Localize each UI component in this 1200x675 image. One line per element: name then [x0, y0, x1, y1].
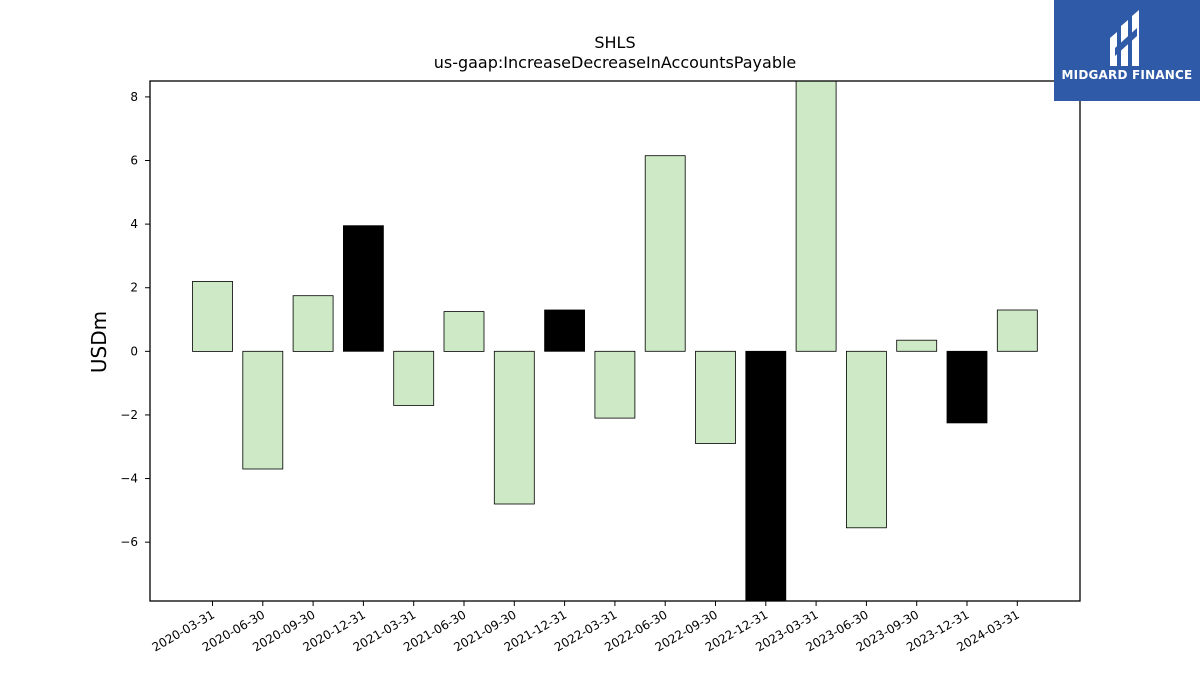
y-tick-label: 2	[130, 281, 138, 295]
y-axis-label: USDm	[87, 311, 111, 373]
y-tick-label: 4	[130, 217, 138, 231]
y-tick-label: 0	[130, 344, 138, 358]
x-ticks-group: 2020-03-312020-06-302020-09-302020-12-31…	[150, 601, 1022, 654]
bar-2020-09-30	[292, 295, 334, 352]
y-tick-label: −4	[120, 472, 138, 486]
bar-2022-09-30	[695, 350, 736, 444]
chart-title: SHLS	[594, 33, 635, 52]
bar-2021-03-31	[393, 350, 435, 406]
bar-2023-03-31	[795, 80, 837, 352]
bars-group	[192, 80, 1038, 602]
y-ticks-group: −6 −4 −2 0 2 4 6 8	[120, 90, 150, 549]
chart-subtitle: us-gaap:IncreaseDecreaseInAccountsPayabl…	[434, 53, 797, 72]
y-tick-label: 8	[130, 90, 138, 104]
bar-2023-12-31	[946, 350, 988, 424]
bar-2020-06-30	[242, 350, 284, 470]
bar-2023-09-30	[896, 339, 938, 352]
brand-name: MIDGARD FINANCE	[1061, 68, 1193, 82]
y-tick-label: −2	[120, 408, 138, 422]
bar-2020-03-31	[192, 280, 233, 352]
bar-2023-06-30	[846, 350, 887, 529]
bar-2022-06-30	[644, 155, 686, 352]
bar-2021-12-31	[544, 309, 585, 352]
bar-2021-06-30	[443, 311, 485, 352]
y-tick-label: −6	[120, 535, 138, 549]
y-tick-label: 6	[130, 154, 138, 168]
brand-logo: MIDGARD FINANCE	[1054, 0, 1200, 101]
bar-2022-12-31	[745, 350, 787, 602]
bar-2021-09-30	[493, 350, 535, 505]
bar-2022-03-31	[594, 350, 636, 419]
midgard-logo-icon	[1110, 10, 1139, 66]
bar-2024-03-31	[996, 309, 1038, 352]
bar-2020-12-31	[342, 225, 384, 352]
plot-frame	[149, 80, 1081, 602]
